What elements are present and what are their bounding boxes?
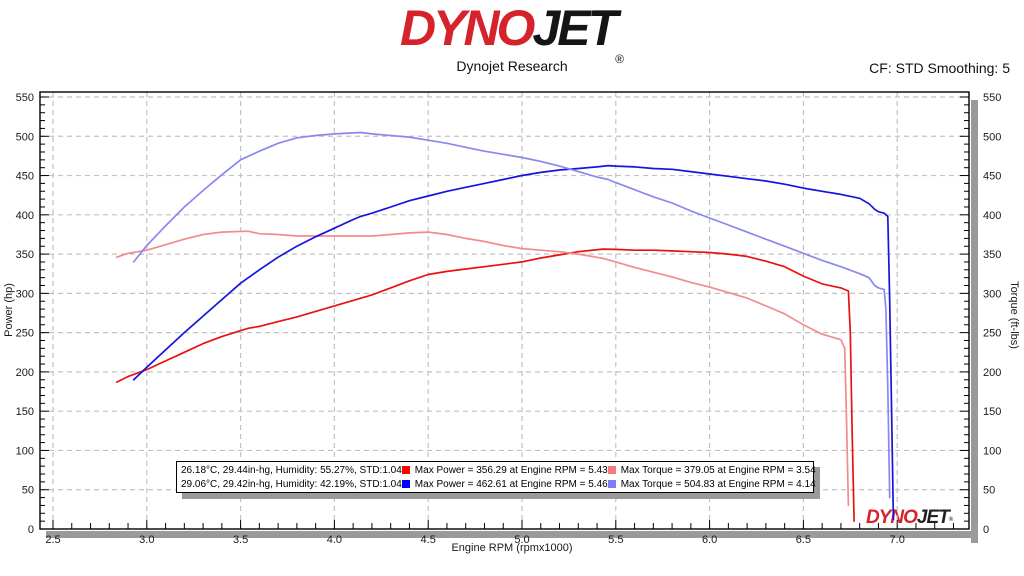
x-axis-title: Engine RPM (rpmx1000) bbox=[451, 542, 572, 554]
left-tick-label: 350 bbox=[16, 249, 34, 261]
plot-border bbox=[39, 91, 970, 530]
left-tick-label: 250 bbox=[16, 328, 34, 340]
torque-color-swatch bbox=[607, 480, 616, 488]
right-tick-label: 450 bbox=[983, 171, 1001, 183]
dynojet-watermark: DYNOJET® bbox=[866, 507, 954, 530]
x-tick-label: 3.5 bbox=[233, 534, 248, 546]
x-tick-label: 3.0 bbox=[139, 534, 154, 546]
left-tick-label: 150 bbox=[16, 406, 34, 418]
right-tick-label: 100 bbox=[983, 445, 1001, 457]
left-tick-label: 400 bbox=[16, 210, 34, 222]
legend-row-run2: 29.06°C, 29.42in-hg, Humidity: 42.19%, S… bbox=[181, 477, 816, 491]
left-axis-title: Power (hp) bbox=[3, 283, 15, 337]
x-tick-label: 6.0 bbox=[702, 534, 717, 546]
gridlines bbox=[40, 92, 969, 529]
dynojet-logo: DYNOJET® bbox=[0, 2, 1024, 85]
right-tick-label: 50 bbox=[983, 485, 995, 497]
watermark-dyno-text: DYNO bbox=[866, 507, 918, 528]
logo-jet-text: JET bbox=[532, 0, 618, 56]
max-power-label: Max Power = 462.61 at Engine RPM = 5.46 bbox=[414, 478, 608, 490]
left-tick-label: 50 bbox=[22, 485, 34, 497]
max-power-label: Max Power = 356.29 at Engine RPM = 5.43 bbox=[414, 464, 608, 476]
right-tick-label: 500 bbox=[983, 131, 1001, 143]
x-tick-label: 6.5 bbox=[796, 534, 811, 546]
left-tick-label: 300 bbox=[16, 288, 34, 300]
watermark-jet-text: JET bbox=[916, 507, 950, 528]
right-axis-tick-labels: 0 50 100 150 200 250 300 350 400 450 500 550 bbox=[983, 92, 1001, 536]
legend-row-run1: 26.18°C, 29.44in-hg, Humidity: 55.27%, S… bbox=[181, 463, 816, 477]
left-tick-label: 500 bbox=[16, 131, 34, 143]
series-run1-power-line bbox=[115, 248, 855, 522]
logo-dyno-text: DYNO bbox=[399, 0, 535, 56]
x-axis-ticks bbox=[52, 520, 954, 529]
registered-trademark-icon: ® bbox=[615, 52, 624, 66]
right-tick-label: 400 bbox=[983, 210, 1001, 222]
power-color-swatch bbox=[401, 480, 410, 488]
x-axis-tick-labels: 2.5 3.0 3.5 4.0 4.5 5.0 5.5 6.0 6.5 7.0 bbox=[45, 534, 904, 546]
x-tick-label: 2.5 bbox=[45, 534, 60, 546]
watermark-registered-icon: ® bbox=[948, 517, 954, 523]
series-run1-torque-line bbox=[115, 230, 850, 507]
series-run2-torque-line bbox=[132, 131, 891, 499]
left-axis-tick-labels: 0 50 100 150 200 250 300 350 400 450 500 550 bbox=[16, 92, 34, 536]
right-tick-label: 200 bbox=[983, 367, 1001, 379]
power-color-swatch bbox=[401, 466, 410, 474]
run-legend-box: 26.18°C, 29.44in-hg, Humidity: 55.27%, S… bbox=[176, 461, 816, 493]
legend-environment-text: 26.18°C, 29.44in-hg, Humidity: 55.27%, S… bbox=[181, 464, 402, 476]
right-axis-title: Torque (ft-lbs) bbox=[1008, 281, 1020, 349]
left-tick-label: 200 bbox=[16, 367, 34, 379]
right-tick-label: 350 bbox=[983, 249, 1001, 261]
x-tick-label: 7.0 bbox=[890, 534, 905, 546]
page-subtitle: Dynojet Research bbox=[456, 58, 568, 74]
y-axis-ticks bbox=[40, 96, 969, 530]
right-tick-label: 300 bbox=[983, 288, 1001, 300]
left-tick-label: 100 bbox=[16, 445, 34, 457]
right-tick-label: 150 bbox=[983, 406, 1001, 418]
x-tick-label: 4.5 bbox=[421, 534, 436, 546]
torque-color-swatch bbox=[607, 466, 616, 474]
left-tick-label: 0 bbox=[28, 524, 34, 536]
bottom-axis-shadow bbox=[46, 531, 978, 538]
right-tick-label: 550 bbox=[983, 92, 1001, 104]
x-tick-label: 5.0 bbox=[514, 534, 529, 546]
left-tick-label: 450 bbox=[16, 171, 34, 183]
x-tick-label: 5.5 bbox=[608, 534, 623, 546]
right-axis-shadow bbox=[971, 100, 978, 543]
right-tick-label: 250 bbox=[983, 328, 1001, 340]
max-torque-label: Max Torque = 379.05 at Engine RPM = 3.54 bbox=[620, 464, 816, 476]
left-tick-label: 550 bbox=[16, 92, 34, 104]
x-tick-label: 4.0 bbox=[327, 534, 342, 546]
legend-environment-text: 29.06°C, 29.42in-hg, Humidity: 42.19%, S… bbox=[181, 478, 402, 490]
correction-factor-label: CF: STD Smoothing: 5 bbox=[869, 60, 1010, 76]
right-tick-label: 0 bbox=[983, 524, 989, 536]
max-torque-label: Max Torque = 504.83 at Engine RPM = 4.14 bbox=[620, 478, 816, 490]
